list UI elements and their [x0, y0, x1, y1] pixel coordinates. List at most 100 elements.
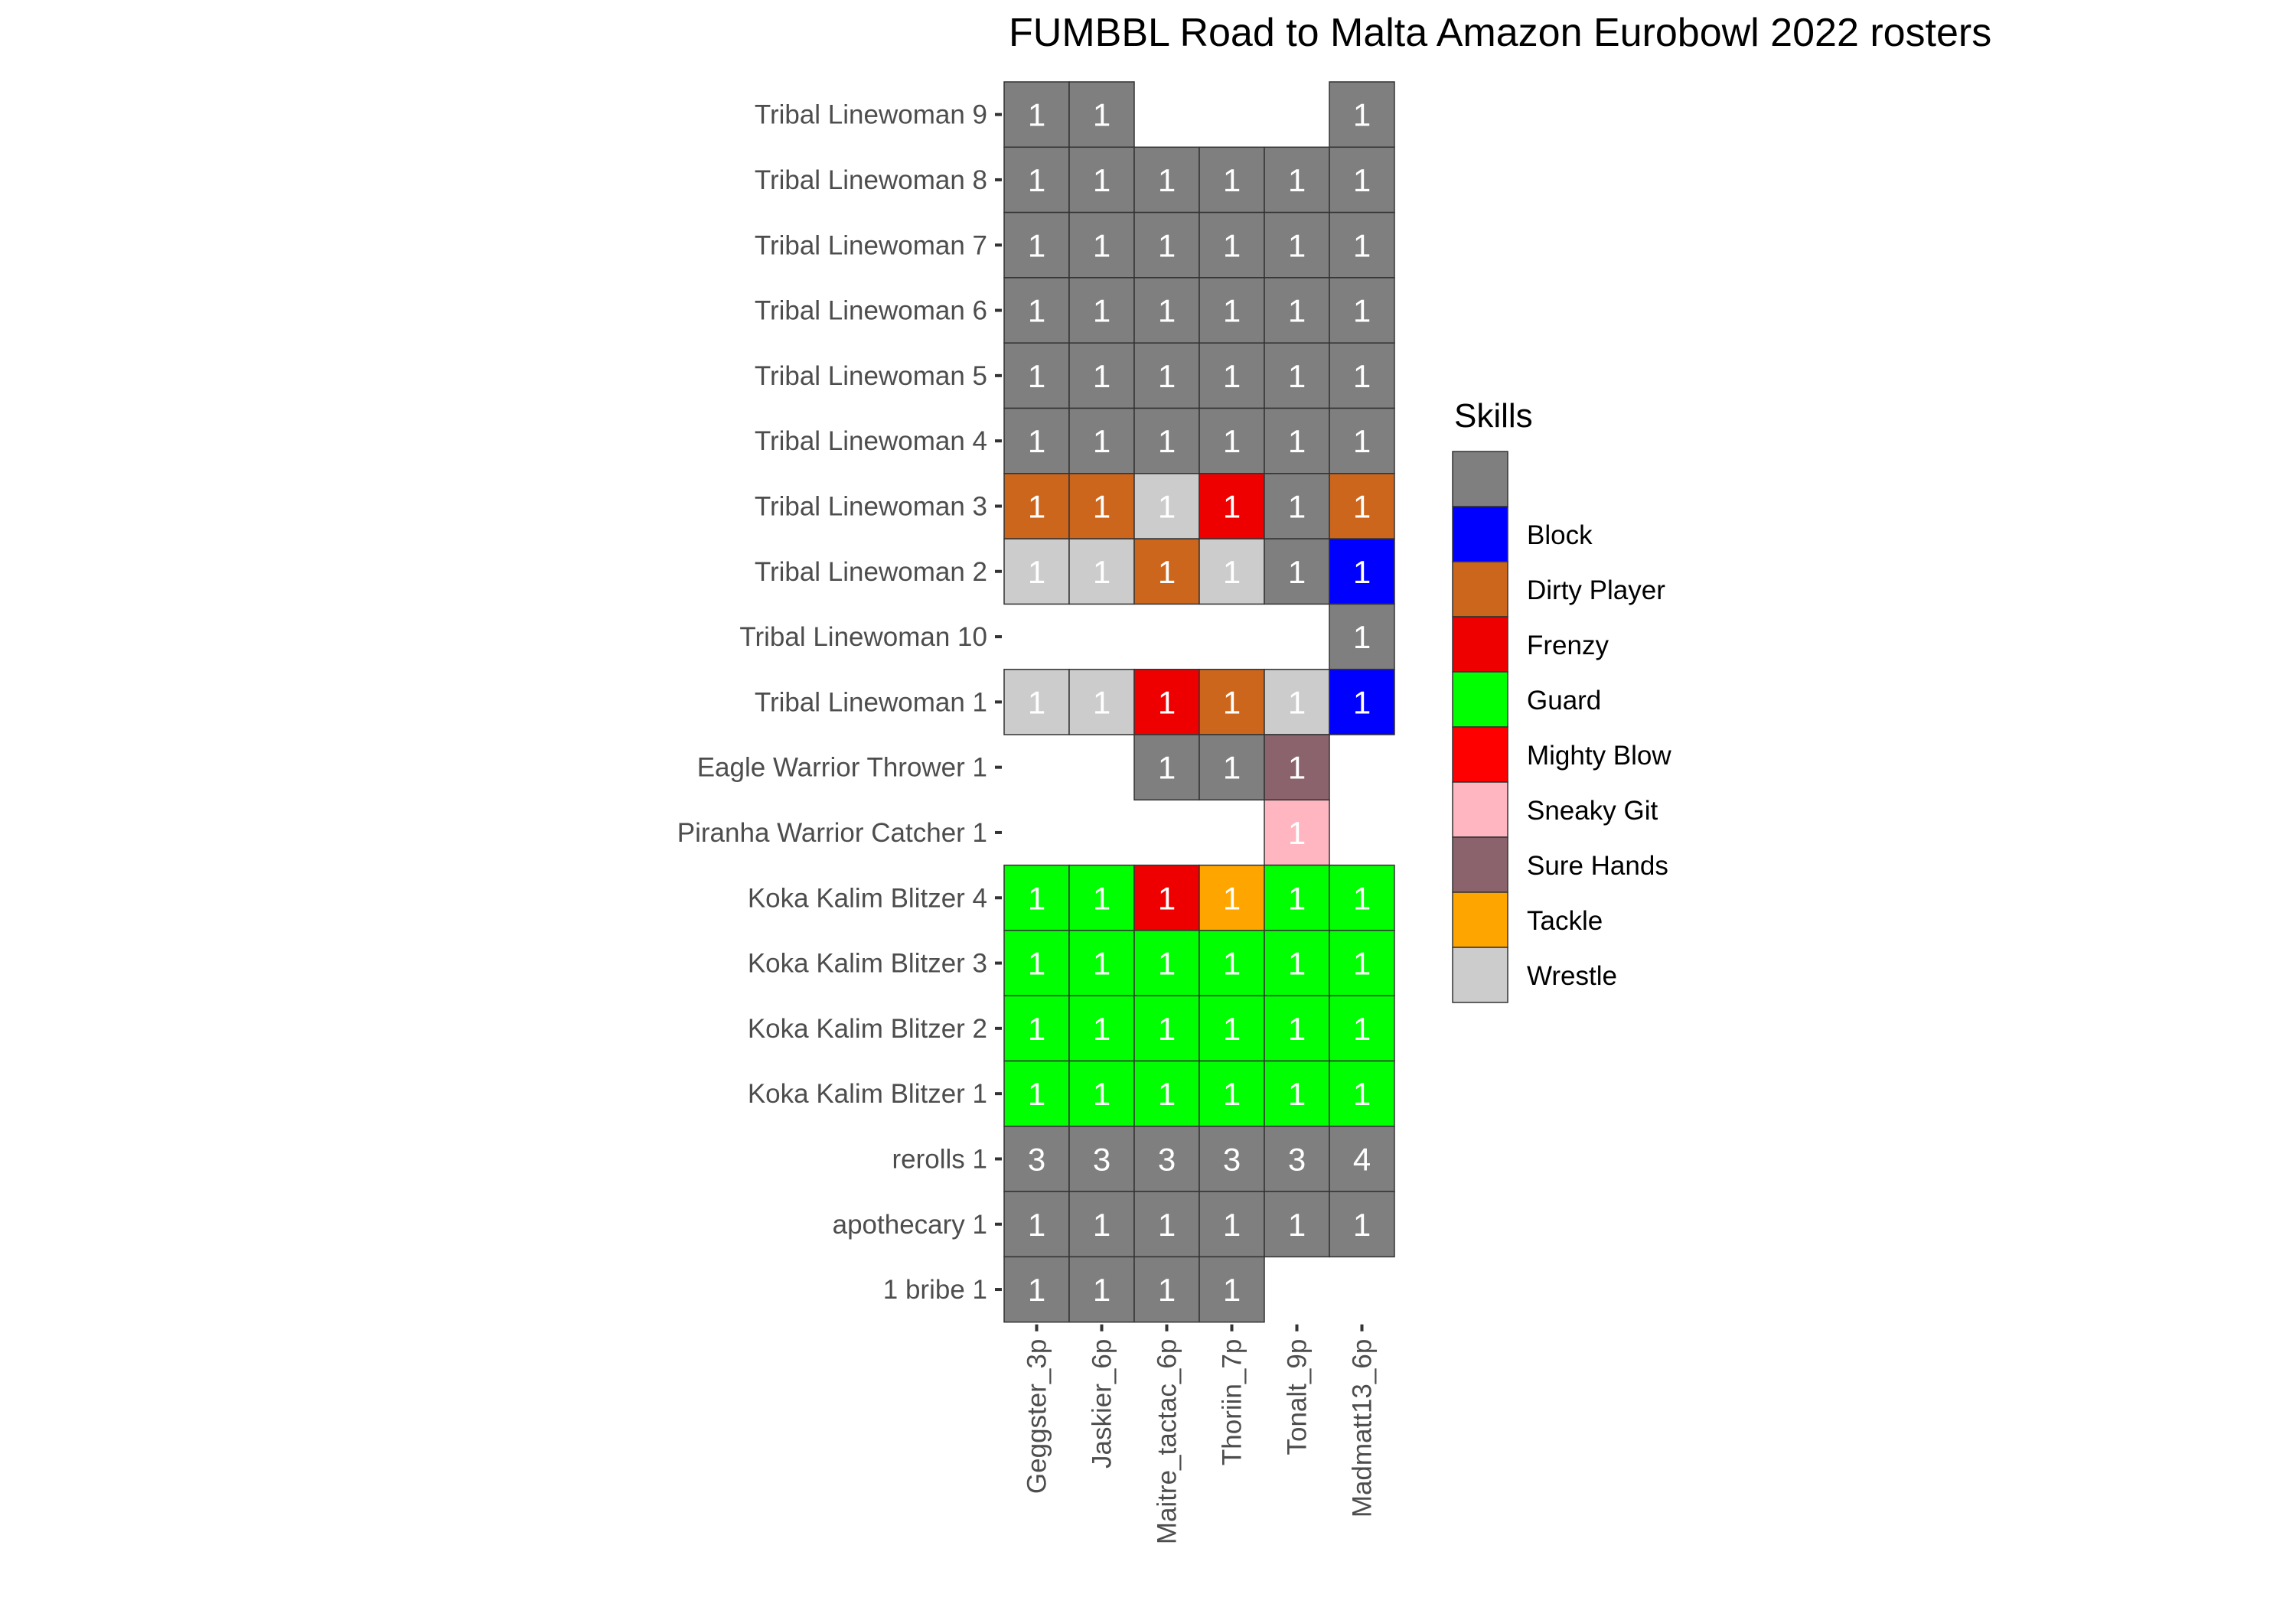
heatmap-cell	[1329, 603, 1395, 670]
heatmap-cell	[1329, 146, 1395, 214]
heatmap-cell	[1199, 1191, 1265, 1258]
cell-value-label: 1	[1353, 619, 1371, 655]
heatmap-cell	[1003, 930, 1070, 996]
cell-value-label: 1	[1158, 1272, 1176, 1308]
cell-value-label: 1	[1223, 684, 1241, 720]
cell-value-label: 1	[1158, 1207, 1176, 1243]
cell-value-label: 1	[1353, 488, 1371, 524]
heatmap-cell	[1199, 211, 1265, 279]
cell-value-label: 1	[1288, 293, 1306, 329]
legend-label: Guard	[1527, 686, 1601, 715]
heatmap-cell	[1068, 995, 1135, 1062]
y-tick-label: Tribal Linewoman 8	[755, 165, 987, 195]
cell-value-label: 4	[1353, 1141, 1371, 1177]
cell-value-label: 1	[1223, 1272, 1241, 1308]
legend-key	[1452, 726, 1508, 783]
y-tick-label: Koka Kalim Blitzer 2	[748, 1014, 987, 1044]
cell-value-label: 1	[1158, 1011, 1176, 1047]
cell-value-label: 1	[1093, 684, 1110, 720]
cell-value-label: 1	[1093, 1272, 1110, 1308]
cell-value-label: 1	[1353, 97, 1371, 133]
cell-value-label: 1	[1288, 815, 1306, 851]
heatmap-cell	[1329, 211, 1395, 279]
cell-value-label: 1	[1223, 162, 1241, 198]
heatmap-cell	[1264, 1126, 1330, 1192]
legend-label: Dirty Player	[1527, 575, 1665, 605]
heatmap-cell	[1329, 538, 1395, 605]
cell-value-label: 1	[1028, 358, 1045, 394]
cell-value-label: 1	[1288, 488, 1306, 524]
y-tick-label: Tribal Linewoman 10	[739, 622, 987, 652]
y-tick-label: Koka Kalim Blitzer 1	[748, 1079, 987, 1109]
cell-value-label: 1	[1223, 1076, 1241, 1112]
legend-key	[1452, 451, 1508, 507]
cell-value-label: 1	[1288, 880, 1306, 916]
cell-value-label: 1	[1353, 162, 1371, 198]
cell-value-label: 1	[1223, 293, 1241, 329]
heatmap-cell	[1329, 995, 1395, 1062]
x-tick-label: Tonalt_9p	[1283, 1339, 1313, 1455]
cell-value-label: 1	[1223, 1207, 1241, 1243]
cell-value-label: 1	[1028, 946, 1045, 982]
heatmap-cell	[1133, 407, 1200, 474]
cell-value-label: 1	[1158, 358, 1176, 394]
heatmap-cell	[1264, 146, 1330, 214]
legend-label: Wrestle	[1527, 961, 1617, 991]
cell-value-label: 1	[1288, 423, 1306, 459]
y-tick-label: Piranha Warrior Catcher 1	[677, 818, 987, 848]
cell-value-label: 1	[1028, 554, 1045, 590]
cell-value-label: 1	[1223, 423, 1241, 459]
cell-value-label: 1	[1353, 946, 1371, 982]
cell-value-label: 1	[1028, 684, 1045, 720]
cell-value-label: 1	[1093, 97, 1110, 133]
legend-key	[1452, 836, 1508, 893]
y-tick-label: Tribal Linewoman 4	[755, 426, 987, 456]
heatmap-cell	[1068, 1191, 1135, 1258]
cell-value-label: 1	[1028, 1011, 1045, 1047]
heatmap-cell	[1003, 1256, 1070, 1323]
heatmap-cell	[1199, 668, 1265, 735]
heatmap-cell	[1264, 995, 1330, 1062]
cell-value-label: 1	[1158, 750, 1176, 786]
cell-value-label: 1	[1158, 227, 1176, 263]
heatmap-cell	[1133, 1191, 1200, 1258]
heatmap-cell	[1199, 538, 1265, 605]
heatmap-cell	[1068, 864, 1135, 931]
heatmap-cell	[1133, 342, 1200, 409]
heatmap-cell	[1329, 1126, 1395, 1192]
y-tick-label: Tribal Linewoman 1	[755, 687, 987, 717]
cell-value-label: 3	[1093, 1141, 1110, 1177]
heatmap-cell	[1133, 668, 1200, 735]
heatmap-cell	[1068, 407, 1135, 474]
x-axis: Geggster_3p Jaskier_6p Maitre_tactac_6p Tho…	[1022, 1324, 1378, 1544]
cell-value-label: 1	[1093, 880, 1110, 916]
x-tick-label: Madmatt13_6p	[1348, 1339, 1378, 1517]
x-tick-label: Geggster_3p	[1022, 1339, 1052, 1494]
legend-label: Frenzy	[1527, 631, 1609, 660]
cell-value-label: 1	[1028, 1076, 1045, 1112]
heatmap-cell	[1068, 342, 1135, 409]
chart-title: FUMBBL Road to Malta Amazon Eurobowl 202…	[1009, 11, 1991, 55]
cell-value-label: 1	[1028, 488, 1045, 524]
legend: Skills Block Dirty Player Frenzy Guard Might…	[1452, 397, 1671, 1003]
legend-items: Block Dirty Player Frenzy Guard Mighty Blow S…	[1452, 451, 1671, 1003]
heatmap-cell	[1199, 734, 1265, 801]
cell-value-label: 1	[1158, 162, 1176, 198]
cell-value-label: 1	[1288, 946, 1306, 982]
cell-value-label: 1	[1028, 1207, 1045, 1243]
heatmap-cell	[1264, 799, 1330, 866]
cell-value-label: 3	[1288, 1141, 1306, 1177]
heatmap-cell	[1199, 1126, 1265, 1192]
heatmap-cell	[1003, 81, 1070, 148]
heatmap-cell	[1264, 1060, 1330, 1127]
legend-label: Mighty Blow	[1527, 741, 1671, 771]
heatmap-cells: 1 1 1 1 1 1 1 1 1 1 1 1 1 1 1 1 1 1 1 1 1 1 1 1 1 1 1 1 1 1 1 1 1 1 1 1 1 1 1 1…	[1003, 81, 1395, 1323]
legend-key	[1452, 892, 1508, 948]
heatmap-cell	[1003, 995, 1070, 1062]
cell-value-label: 1	[1158, 488, 1176, 524]
y-tick-label: Tribal Linewoman 3	[755, 491, 987, 521]
cell-value-label: 1	[1028, 227, 1045, 263]
heatmap-cell	[1068, 1256, 1135, 1323]
heatmap-cell	[1264, 930, 1330, 996]
